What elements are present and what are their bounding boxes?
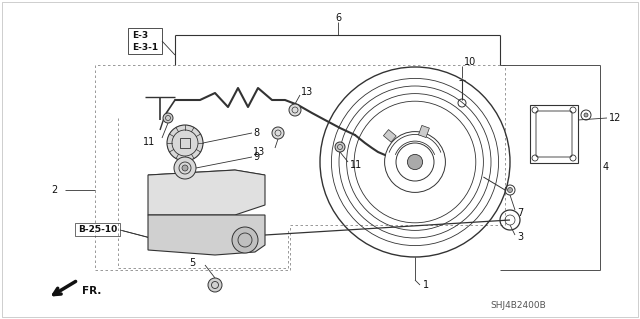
Circle shape (289, 104, 301, 116)
Bar (180, 138, 190, 148)
Text: 7: 7 (517, 208, 524, 218)
Circle shape (163, 113, 173, 123)
Text: E-3-1: E-3-1 (132, 43, 158, 53)
Bar (419, 125, 429, 137)
Circle shape (408, 154, 422, 170)
Circle shape (208, 278, 222, 292)
Circle shape (167, 125, 203, 161)
Circle shape (508, 188, 513, 192)
Text: 12: 12 (609, 113, 621, 123)
Circle shape (174, 157, 196, 179)
Bar (530, 105, 578, 163)
Text: 5: 5 (189, 258, 195, 268)
Text: 8: 8 (253, 128, 259, 138)
Text: 11: 11 (143, 137, 155, 147)
Text: 9: 9 (253, 152, 259, 162)
Bar (128, 28, 162, 54)
Text: 3: 3 (517, 232, 523, 242)
Text: 11: 11 (350, 160, 362, 170)
Polygon shape (148, 215, 265, 255)
Text: SHJ4B2400B: SHJ4B2400B (490, 301, 546, 310)
Bar (75, 223, 120, 236)
Circle shape (272, 127, 284, 139)
Circle shape (232, 227, 258, 253)
Text: FR.: FR. (82, 286, 101, 296)
Text: B-25-10: B-25-10 (78, 226, 117, 234)
Text: 6: 6 (335, 13, 341, 23)
Circle shape (584, 113, 588, 117)
Text: 4: 4 (603, 162, 609, 172)
Text: E-3: E-3 (132, 32, 148, 41)
Text: 2: 2 (52, 185, 58, 195)
Circle shape (335, 142, 345, 152)
Text: 13: 13 (301, 87, 313, 97)
Polygon shape (148, 170, 265, 215)
Text: 10: 10 (464, 57, 476, 67)
Text: 13: 13 (253, 147, 265, 157)
Text: 1: 1 (423, 280, 429, 290)
Bar (383, 130, 396, 142)
Circle shape (182, 165, 188, 171)
